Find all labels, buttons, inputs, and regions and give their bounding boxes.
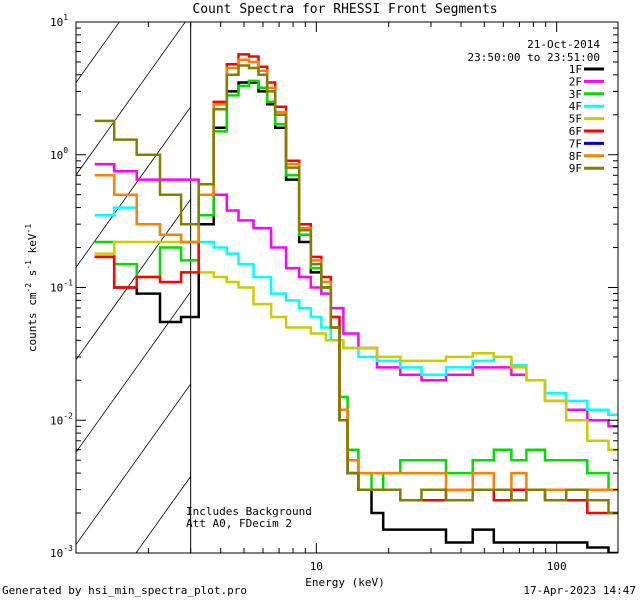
hatch-line	[76, 383, 191, 546]
annotation-time-range: 23:50:00 to 23:51:00	[468, 51, 600, 64]
annotation-date: 21-Oct-2014	[527, 38, 600, 51]
hatch-line	[135, 475, 191, 553]
legend-label-6F: 6F	[569, 125, 582, 138]
series-3F	[94, 79, 618, 491]
legend-label-5F: 5F	[569, 113, 582, 126]
x-tick-label-10: 10	[310, 560, 323, 573]
hatch-line	[76, 22, 186, 176]
legend-label-4F: 4F	[569, 100, 582, 113]
hatch-line	[598, 0, 640, 553]
series-6F	[94, 53, 618, 515]
y-tick-label: 100	[50, 146, 68, 162]
hatch-line	[76, 290, 191, 453]
legend-label-3F: 3F	[569, 88, 582, 101]
hatch-line	[334, 0, 640, 553]
legend-label-2F: 2F	[569, 75, 582, 88]
y-tick-label: 10-2	[50, 411, 73, 427]
y-tick-label: 101	[50, 13, 68, 29]
y-tick-label: 10-1	[50, 279, 73, 295]
y-tick-label: 10-3	[50, 544, 73, 560]
y-tick-labels: 101 100 10-1 10-2 10-3	[50, 13, 73, 560]
hatch-line	[76, 198, 191, 361]
footer-timestamp: 17-Apr-2023 14:47	[523, 584, 636, 597]
legend-label-9F: 9F	[569, 162, 582, 175]
series-9F	[94, 64, 618, 515]
legend-label-8F: 8F	[569, 150, 582, 163]
hatch-line	[532, 0, 640, 553]
series-8F	[94, 58, 618, 491]
footer-generated-by: Generated by hsi_min_spectra_plot.pro	[2, 584, 247, 597]
hatch-line	[76, 22, 120, 84]
annotation-background: Includes Background	[186, 505, 312, 518]
series-5F	[94, 240, 618, 451]
hatch-line	[466, 0, 640, 553]
x-tick-label-100: 100	[547, 560, 567, 573]
y-axis-label: counts cm-2 s-1 keV-1	[24, 224, 39, 352]
hatched-region	[0, 0, 640, 553]
legend-label-7F: 7F	[569, 137, 582, 150]
hatch-line	[0, 0, 8, 553]
annotation-attenuator: Att A0, FDecim 2	[186, 517, 292, 530]
series-group	[94, 53, 618, 553]
hatch-line	[400, 0, 640, 553]
x-axis-label: Energy (keV)	[305, 576, 384, 589]
axis-ticks	[75, 21, 618, 554]
legend-label-1F: 1F	[569, 63, 582, 76]
chart-title: Count Spectra for RHESSI Front Segments	[192, 2, 497, 17]
